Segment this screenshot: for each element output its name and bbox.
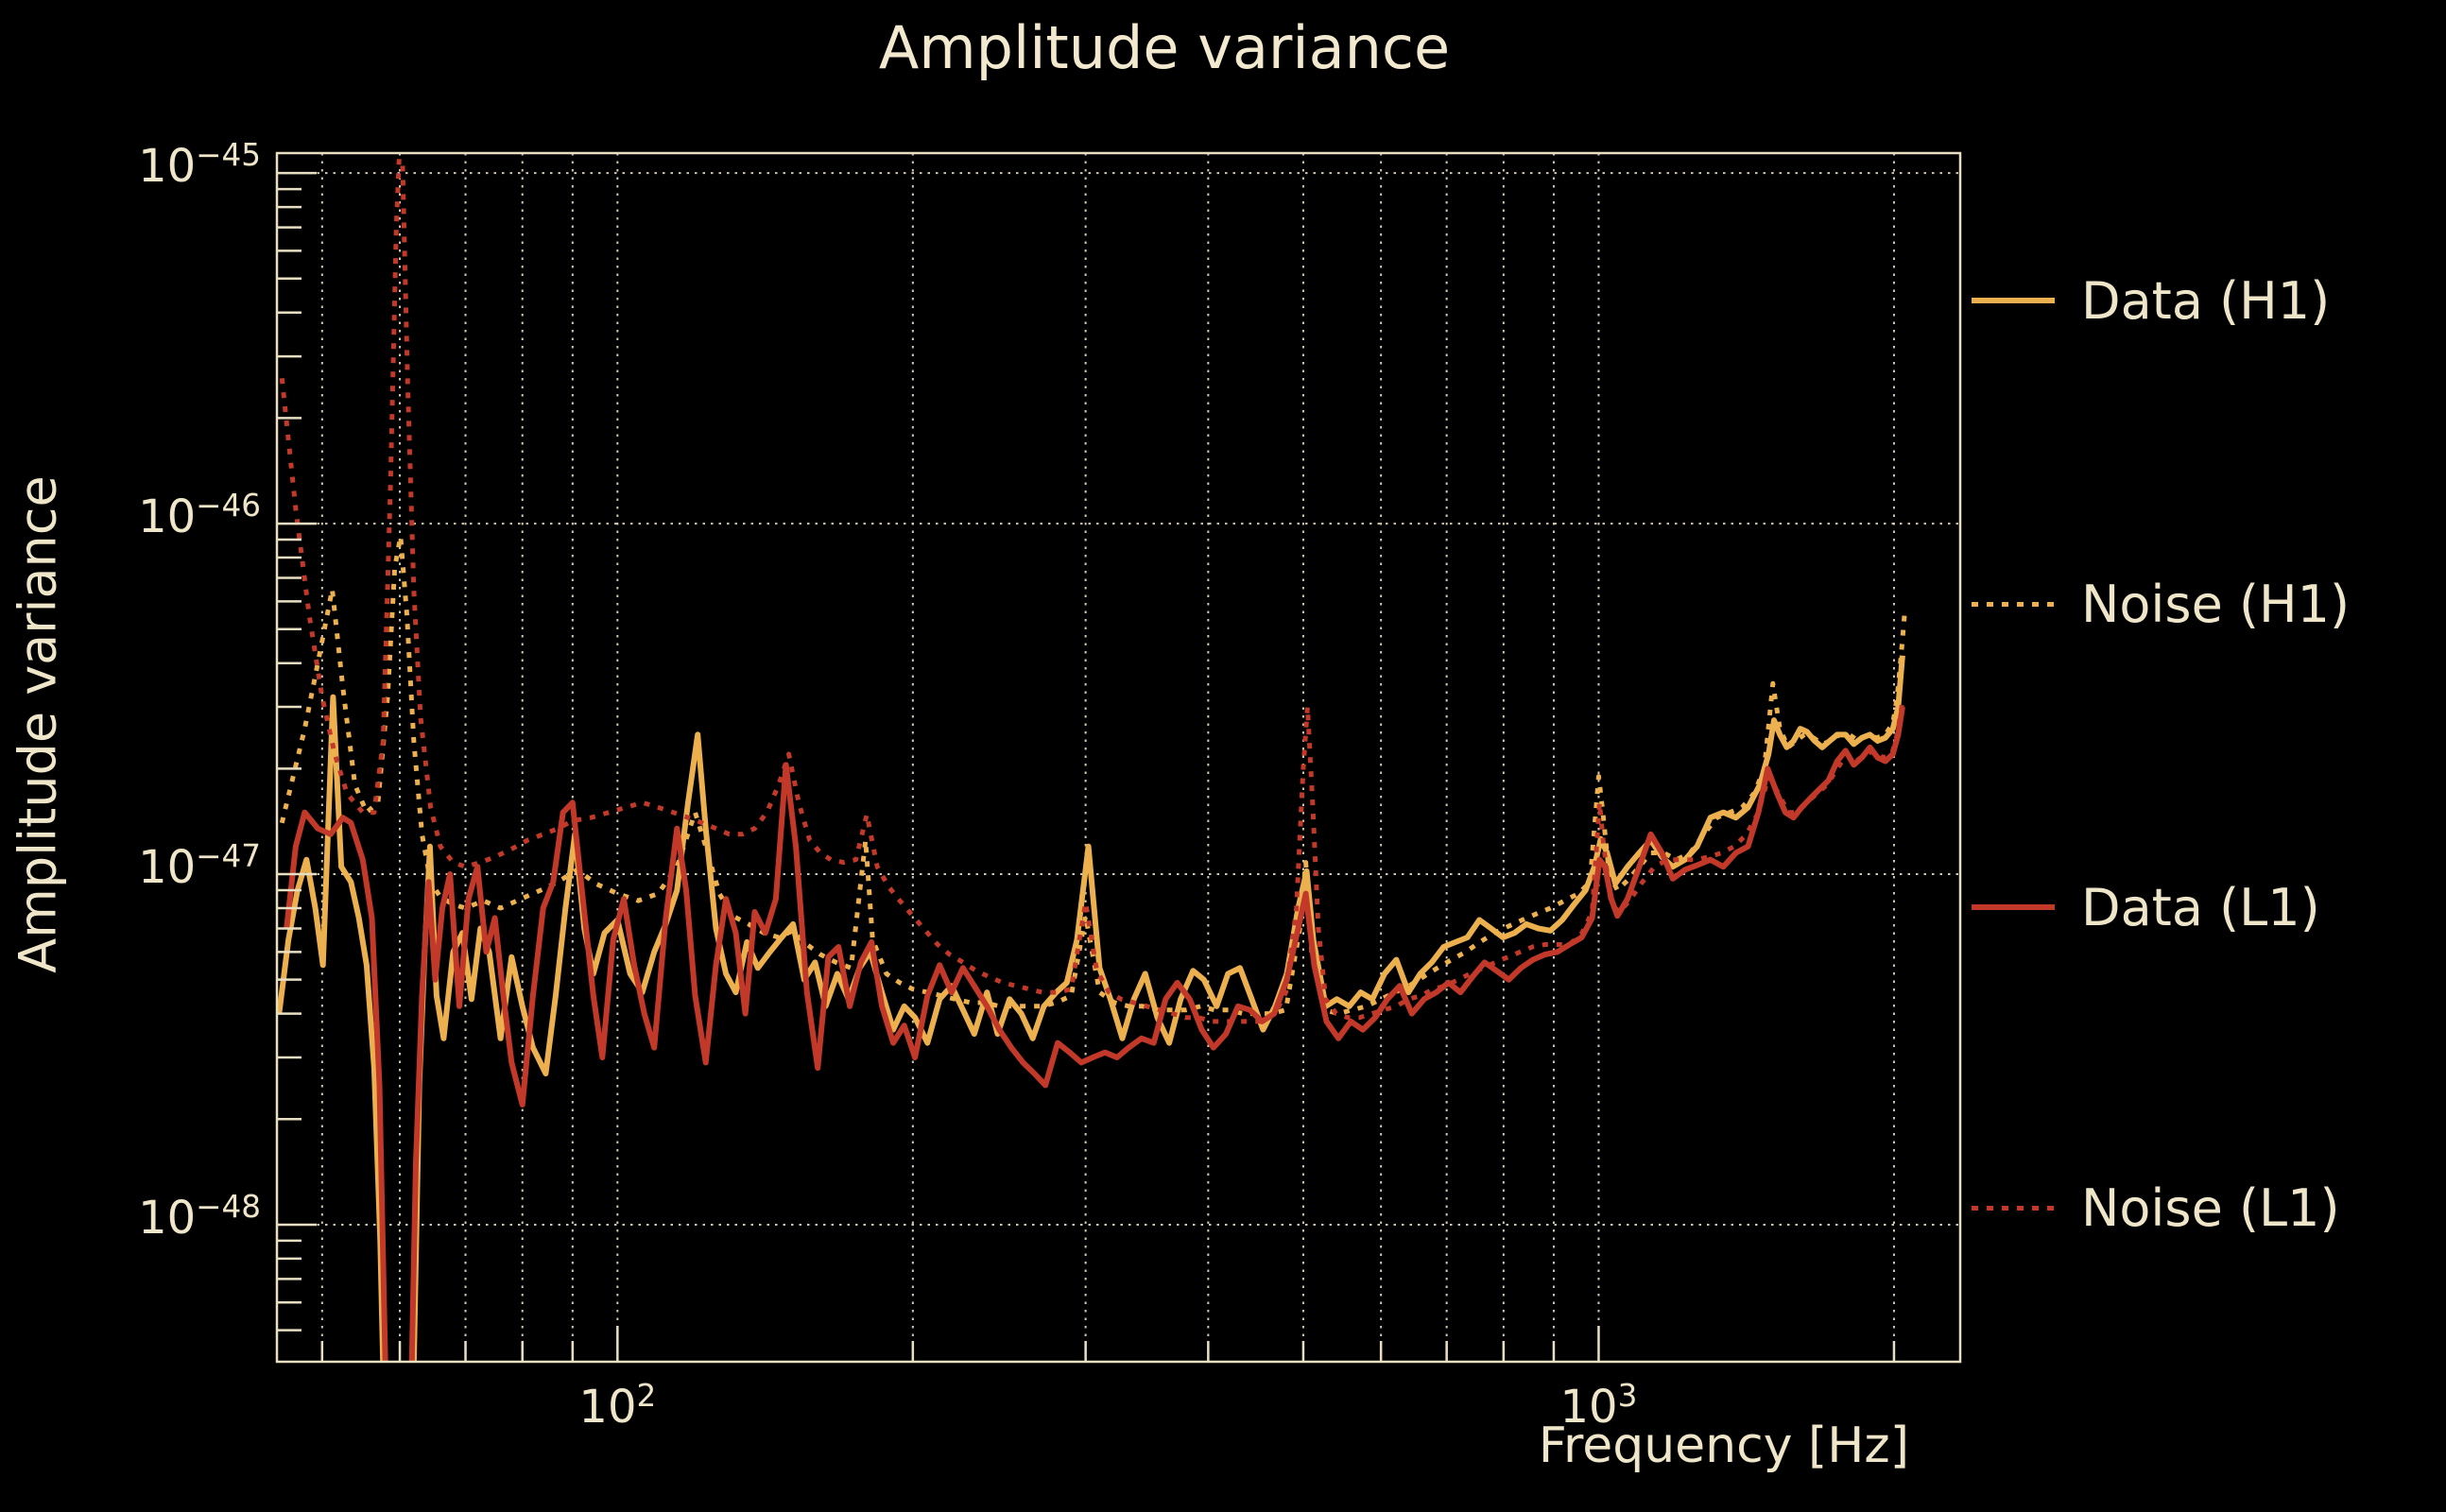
chart-title: Amplitude variance [878,13,1451,82]
legend-dotted-line-swatch [1972,1205,2055,1211]
x-tick-label-1000: 103 [1559,1378,1638,1434]
x-axis-label: Frequency [Hz] [1538,1418,1909,1474]
y-axis-label: Amplitude variance [8,475,68,973]
y-tick-label-m45: 10−45 [138,137,261,194]
series-noise-l1-line [279,156,1905,1024]
axes-frame [275,151,1962,1364]
y-tick-label-m46: 10−46 [138,488,261,544]
legend-label: Data (L1) [2081,877,2320,937]
legend-label: Data (H1) [2081,270,2331,331]
y-tick-label-m48: 10−48 [138,1188,261,1245]
series-data-l1-line [284,706,1905,1362]
tick-marks [277,171,1896,1362]
legend-solid-line-swatch [1972,298,2055,303]
legend-entry-noise-h1: Noise (H1) [1972,566,2350,642]
legend-entry-data-l1: Data (L1) [1972,869,2320,945]
legend-label: Noise (H1) [2081,574,2351,634]
series-data-h1-line [277,655,1905,1362]
gridlines [277,153,1960,1362]
y-tick-label-m47: 10−47 [138,838,261,895]
series-noise-h1-line [279,534,1907,1017]
legend-entry-data-h1: Data (H1) [1972,263,2330,338]
legend-entry-noise-l1: Noise (L1) [1972,1170,2340,1246]
x-tick-label-100: 102 [578,1378,657,1434]
legend-label: Noise (L1) [2081,1177,2340,1238]
legend-dotted-line-swatch [1972,601,2055,607]
legend-solid-line-swatch [1972,904,2055,910]
